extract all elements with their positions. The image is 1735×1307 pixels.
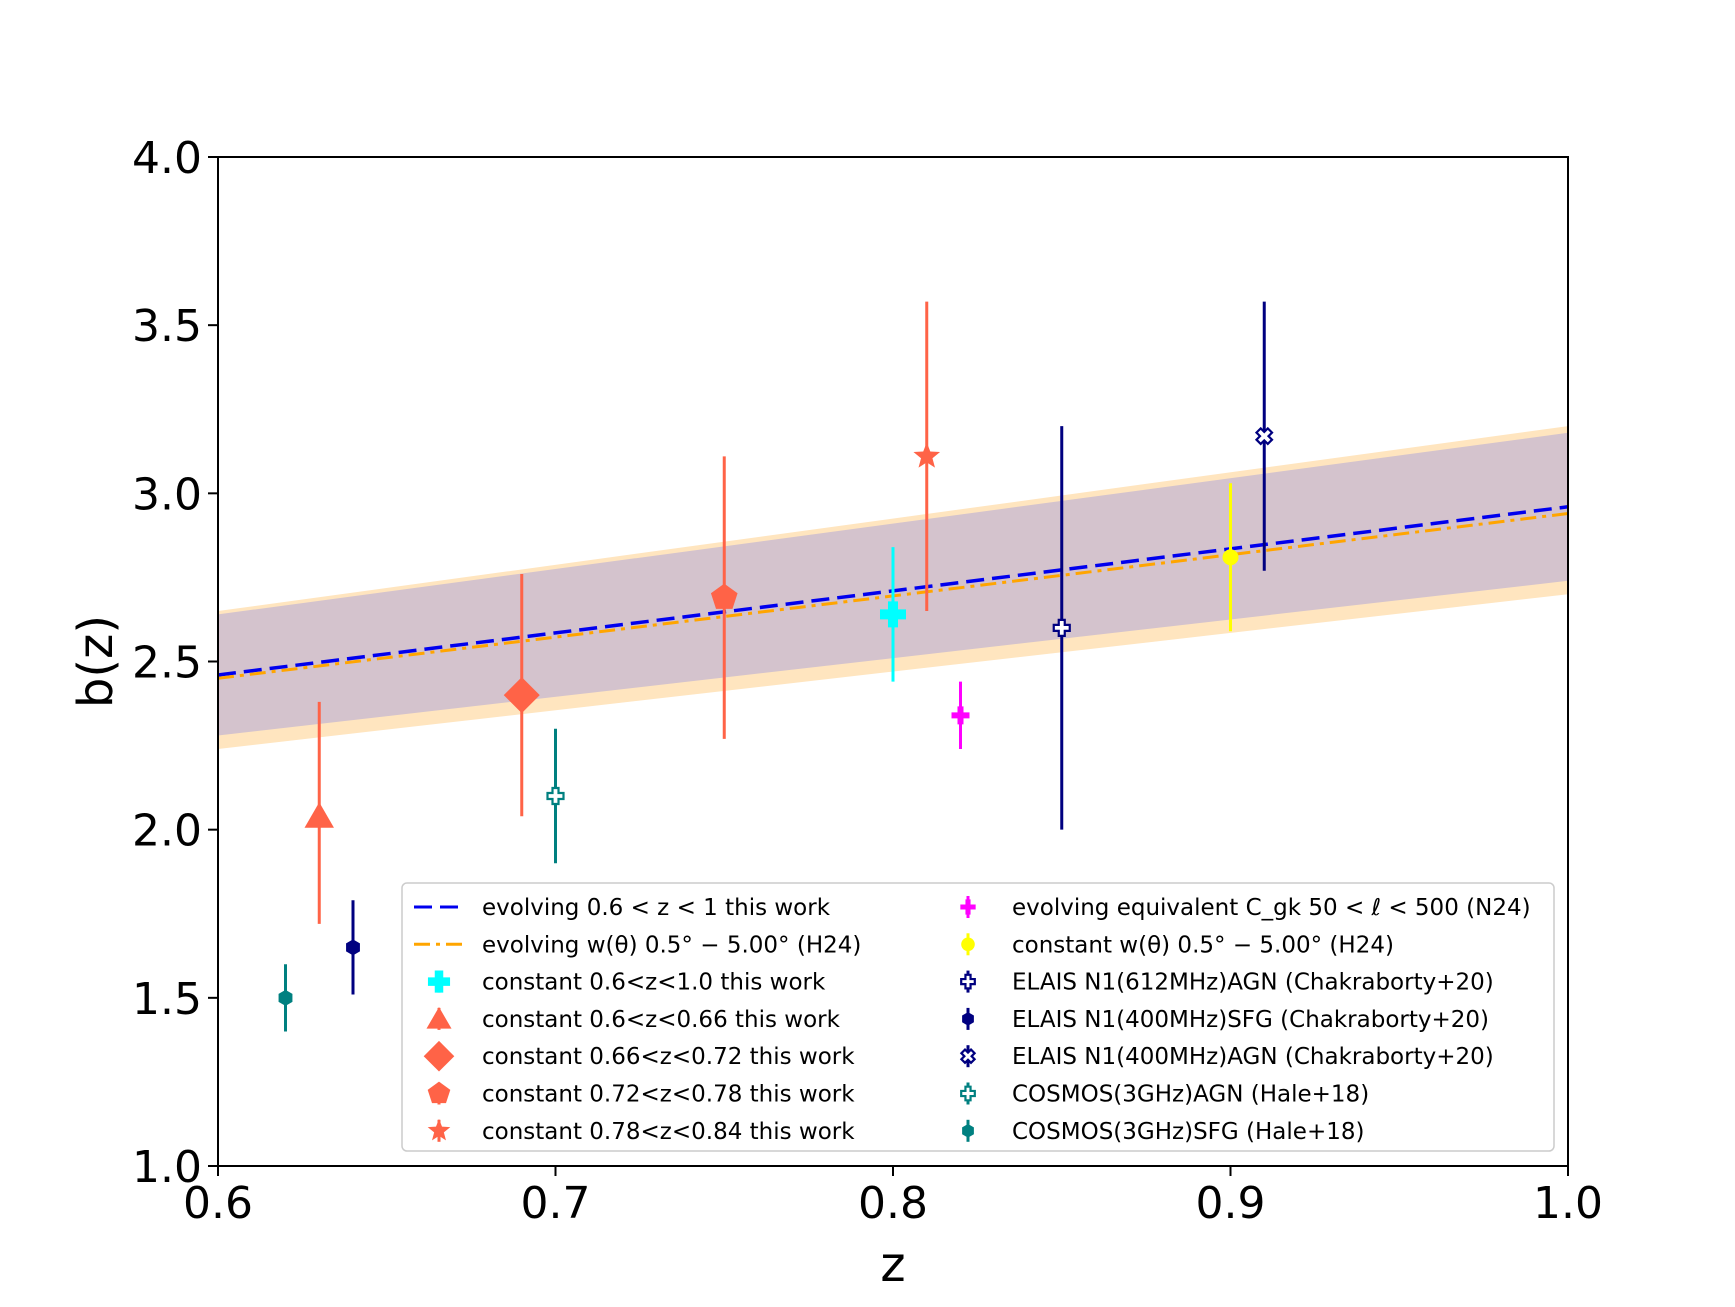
marker-6: [1222, 549, 1239, 566]
marker-2: [503, 677, 540, 714]
y-tick-label: 2.0: [132, 806, 202, 857]
legend-handle-marker: [959, 1048, 977, 1065]
data-point-5: [951, 681, 970, 749]
legend-label: ELAIS N1(612MHz)AGN (Chakraborty+20): [1012, 970, 1494, 996]
legend-entry: constant w(θ) 0.5° − 5.00° (H24): [961, 932, 1394, 958]
data-point-9: [1254, 301, 1274, 571]
y-tick-label: 4.0: [132, 133, 202, 184]
marker-0: [880, 601, 906, 628]
legend-label: constant 0.66<z<0.72 this work: [482, 1044, 855, 1070]
legend: evolving 0.6 < z < 1 this work evolving w…: [401, 882, 1555, 1152]
legend-label: evolving w(θ) 0.5° − 5.00° (H24): [482, 932, 861, 958]
legend-entry: constant 0.66<z<0.72 this work: [423, 1040, 855, 1072]
y-tick-label: 2.5: [132, 638, 202, 689]
legend-handle-marker: [426, 1007, 452, 1029]
marker-10: [546, 786, 565, 806]
axis-ticks: 0.6 0.7 0.8 0.9 1.0 1.0 1.5 2.0 2.5 3.0 3.5 4.0: [132, 133, 1603, 1229]
y-tick-label: 1.0: [132, 1142, 202, 1193]
legend-entry: constant 0.78<z<0.84 this work: [427, 1118, 855, 1145]
data-point-3: [710, 456, 738, 739]
x-tick-label: 1.0: [1533, 1178, 1603, 1229]
legend-label: ELAIS N1(400MHz)AGN (Chakraborty+20): [1012, 1044, 1494, 1070]
legend-label: evolving 0.6 < z < 1 this work: [482, 895, 831, 921]
x-tick-label: 0.9: [1196, 1178, 1266, 1229]
legend-handle-marker: [961, 937, 975, 952]
legend-label: evolving equivalent C_gk 50 < ℓ < 500 (N…: [1012, 895, 1531, 921]
marker-4: [913, 442, 941, 468]
data-point-0: [880, 547, 906, 682]
legend-handle-marker: [960, 1085, 976, 1102]
legend-label: constant w(θ) 0.5° − 5.00° (H24): [1012, 932, 1394, 958]
x-tick-label: 0.8: [858, 1178, 928, 1229]
y-tick-label: 3.5: [132, 301, 202, 352]
data-point-4: [913, 301, 941, 612]
legend-entry: ELAIS N1(400MHz)SFG (Chakraborty+20): [962, 1007, 1489, 1033]
legend-entry: constant 0.6<z<1.0 this work: [427, 970, 826, 996]
legend-entry: constant 0.72<z<0.78 this work: [427, 1081, 855, 1108]
data-point-11: [278, 964, 293, 1032]
marker-9: [1254, 426, 1274, 446]
legend-entry: ELAIS N1(400MHz)AGN (Chakraborty+20): [959, 1044, 1494, 1070]
marker-5: [951, 706, 970, 725]
x-tick-label: 0.6: [183, 1178, 253, 1229]
data-point-2: [503, 574, 540, 817]
legend-handle-marker: [960, 899, 976, 915]
y-tick-label: 1.5: [132, 974, 202, 1025]
legend-handle-marker: [423, 1040, 455, 1072]
legend-handle-marker: [960, 973, 976, 990]
marker-7: [1052, 618, 1071, 637]
x-axis-label: z: [880, 1237, 905, 1293]
legend-entry: ELAIS N1(612MHz)AGN (Chakraborty+20): [960, 970, 1494, 996]
data-points: [278, 301, 1274, 1032]
legend-label: constant 0.72<z<0.78 this work: [482, 1082, 855, 1108]
y-tick-label: 3.0: [132, 469, 202, 520]
marker-3: [710, 583, 738, 609]
data-point-8: [346, 900, 360, 995]
legend-handle-marker: [427, 970, 451, 993]
legend-entry: COSMOS(3GHz)AGN (Hale+18): [960, 1082, 1369, 1108]
marker-11: [278, 989, 293, 1006]
legend-handle-marker: [962, 1012, 974, 1026]
legend-handle-marker: [427, 1118, 451, 1141]
legend-label: constant 0.6<z<1.0 this work: [482, 970, 826, 996]
legend-entry: evolving equivalent C_gk 50 < ℓ < 500 (N…: [960, 895, 1531, 921]
x-tick-label: 0.7: [521, 1178, 591, 1229]
legend-entry: constant 0.6<z<0.66 this work: [426, 1007, 841, 1033]
legend-label: constant 0.6<z<0.66 this work: [482, 1007, 841, 1033]
data-point-10: [546, 728, 565, 864]
legend-handle-marker: [962, 1124, 974, 1138]
legend-entry: COSMOS(3GHz)SFG (Hale+18): [962, 1119, 1364, 1145]
data-point-1: [304, 701, 334, 924]
legend-label: COSMOS(3GHz)AGN (Hale+18): [1012, 1082, 1369, 1108]
legend-entry: evolving 0.6 < z < 1 this work: [414, 895, 831, 921]
legend-box: [401, 882, 1555, 1152]
legend-label: constant 0.78<z<0.84 this work: [482, 1119, 855, 1145]
legend-label: COSMOS(3GHz)SFG (Hale+18): [1012, 1119, 1364, 1145]
legend-handle-marker: [427, 1081, 451, 1104]
y-axis-label: b(z): [68, 615, 124, 708]
legend-entry: evolving w(θ) 0.5° − 5.00° (H24): [414, 932, 861, 958]
data-point-6: [1222, 483, 1239, 632]
data-point-7: [1052, 426, 1071, 830]
marker-8: [346, 939, 360, 956]
legend-label: ELAIS N1(400MHz)SFG (Chakraborty+20): [1012, 1007, 1489, 1033]
marker-1: [304, 802, 334, 828]
